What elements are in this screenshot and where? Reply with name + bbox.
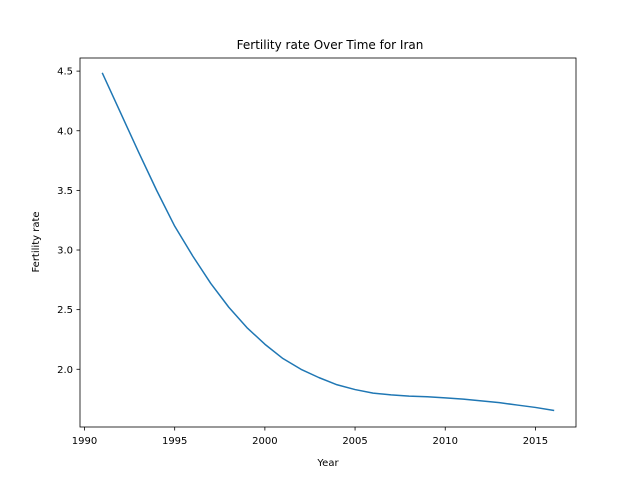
y-tick-label: 2.0 [57, 365, 73, 376]
plot-area [80, 58, 576, 427]
y-tick-label: 4.0 [57, 126, 73, 137]
x-tick-label: 1990 [72, 436, 97, 447]
y-tick-label: 3.0 [57, 246, 73, 257]
x-tick-label: 1995 [162, 436, 187, 447]
x-tick-label: 2010 [433, 436, 458, 447]
x-axis-ticks: 1990 1995 2000 2005 2010 2015 [72, 427, 548, 447]
y-tick-label: 3.5 [57, 186, 73, 197]
series-layer [101, 72, 555, 412]
y-axis-label: Fertility rate [31, 211, 42, 272]
x-tick-label: 2000 [252, 436, 277, 447]
y-tick-label: 4.5 [57, 67, 73, 78]
series-line [101, 72, 555, 412]
x-tick-label: 2005 [342, 436, 367, 447]
chart-title: Fertility rate Over Time for Iran [237, 38, 424, 52]
x-tick-label: 2015 [523, 436, 548, 447]
y-axis-ticks: 2.0 2.5 3.0 3.5 4.0 4.5 [57, 67, 80, 376]
plot-frame [79, 57, 577, 428]
x-axis-label: Year [316, 458, 339, 469]
y-tick-label: 2.5 [57, 305, 73, 316]
